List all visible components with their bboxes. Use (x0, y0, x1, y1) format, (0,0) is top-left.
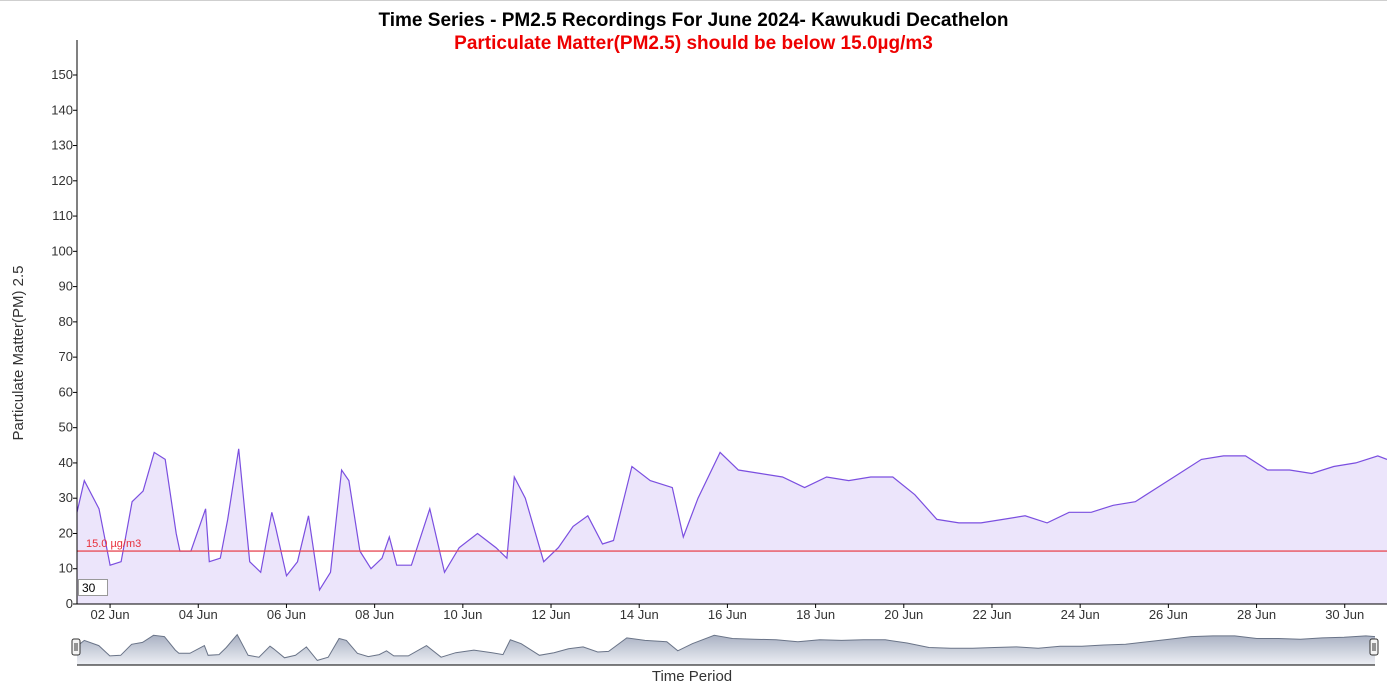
x-tick-label: 06 Jun (267, 607, 306, 622)
y-tick-label: 40 (59, 455, 73, 470)
range-navigator[interactable] (71, 628, 1379, 666)
y-tick-label: 30 (59, 490, 73, 505)
y-tick-label: 120 (51, 173, 73, 188)
y-tick-label: 90 (59, 279, 73, 294)
x-tick-label: 22 Jun (972, 607, 1011, 622)
x-tick-label: 02 Jun (91, 607, 130, 622)
x-tick-label: 20 Jun (884, 607, 923, 622)
y-tick-label: 50 (59, 420, 73, 435)
x-tick-label: 04 Jun (179, 607, 218, 622)
x-tick-label: 18 Jun (796, 607, 835, 622)
x-tick-label: 10 Jun (443, 607, 482, 622)
top-border (0, 0, 1387, 1)
x-tick-label: 30 Jun (1325, 607, 1364, 622)
y-tick-label: 80 (59, 314, 73, 329)
x-axis-label: Time Period (652, 668, 732, 685)
y-tick-label: 130 (51, 138, 73, 153)
y-tick-label: 60 (59, 384, 73, 399)
pm25-series-line (76, 448, 1387, 592)
chart-title: Time Series - PM2.5 Recordings For June … (378, 10, 1009, 31)
y-tick-label: 110 (52, 208, 73, 223)
y-tick-label: 150 (51, 67, 73, 82)
y-tick-label: 140 (51, 102, 73, 117)
y-axis: 0 10 20 30 40 50 60 70 80 90 100 110 120 130 140 150 (51, 40, 78, 611)
y-tick-label: 20 (59, 525, 73, 540)
chart-subtitle: Particulate Matter(PM2.5) should be belo… (454, 33, 933, 54)
range-window-input[interactable]: 30 (78, 579, 108, 596)
y-tick-label: 100 (51, 243, 73, 258)
y-tick-label: 10 (59, 561, 73, 576)
x-tick-label: 24 Jun (1061, 607, 1100, 622)
y-tick-label: 70 (59, 349, 73, 364)
navigator-left-handle[interactable] (71, 638, 81, 656)
navigator-series-line (76, 633, 1376, 661)
navigator-series-area (77, 634, 1375, 665)
x-tick-label: 16 Jun (708, 607, 747, 622)
x-tick-label: 26 Jun (1149, 607, 1188, 622)
x-tick-label: 08 Jun (355, 607, 394, 622)
x-tick-label: 28 Jun (1237, 607, 1276, 622)
y-tick-label: 0 (66, 596, 73, 611)
x-tick-label: 14 Jun (620, 607, 659, 622)
pm25-series-area (77, 448, 1387, 604)
main-plot-area[interactable]: 15.0 µg/m3 (76, 448, 1387, 604)
threshold-label: 15.0 µg/m3 (86, 538, 141, 550)
y-axis-label: Particulate Matter(PM) 2.5 (10, 265, 27, 440)
navigator-right-handle[interactable] (1369, 638, 1379, 656)
x-tick-label: 12 Jun (532, 607, 571, 622)
x-axis: 02 Jun 04 Jun 06 Jun 08 Jun 10 Jun 12 Jun 14 J… (77, 603, 1387, 622)
range-window-value: 30 (82, 581, 96, 595)
